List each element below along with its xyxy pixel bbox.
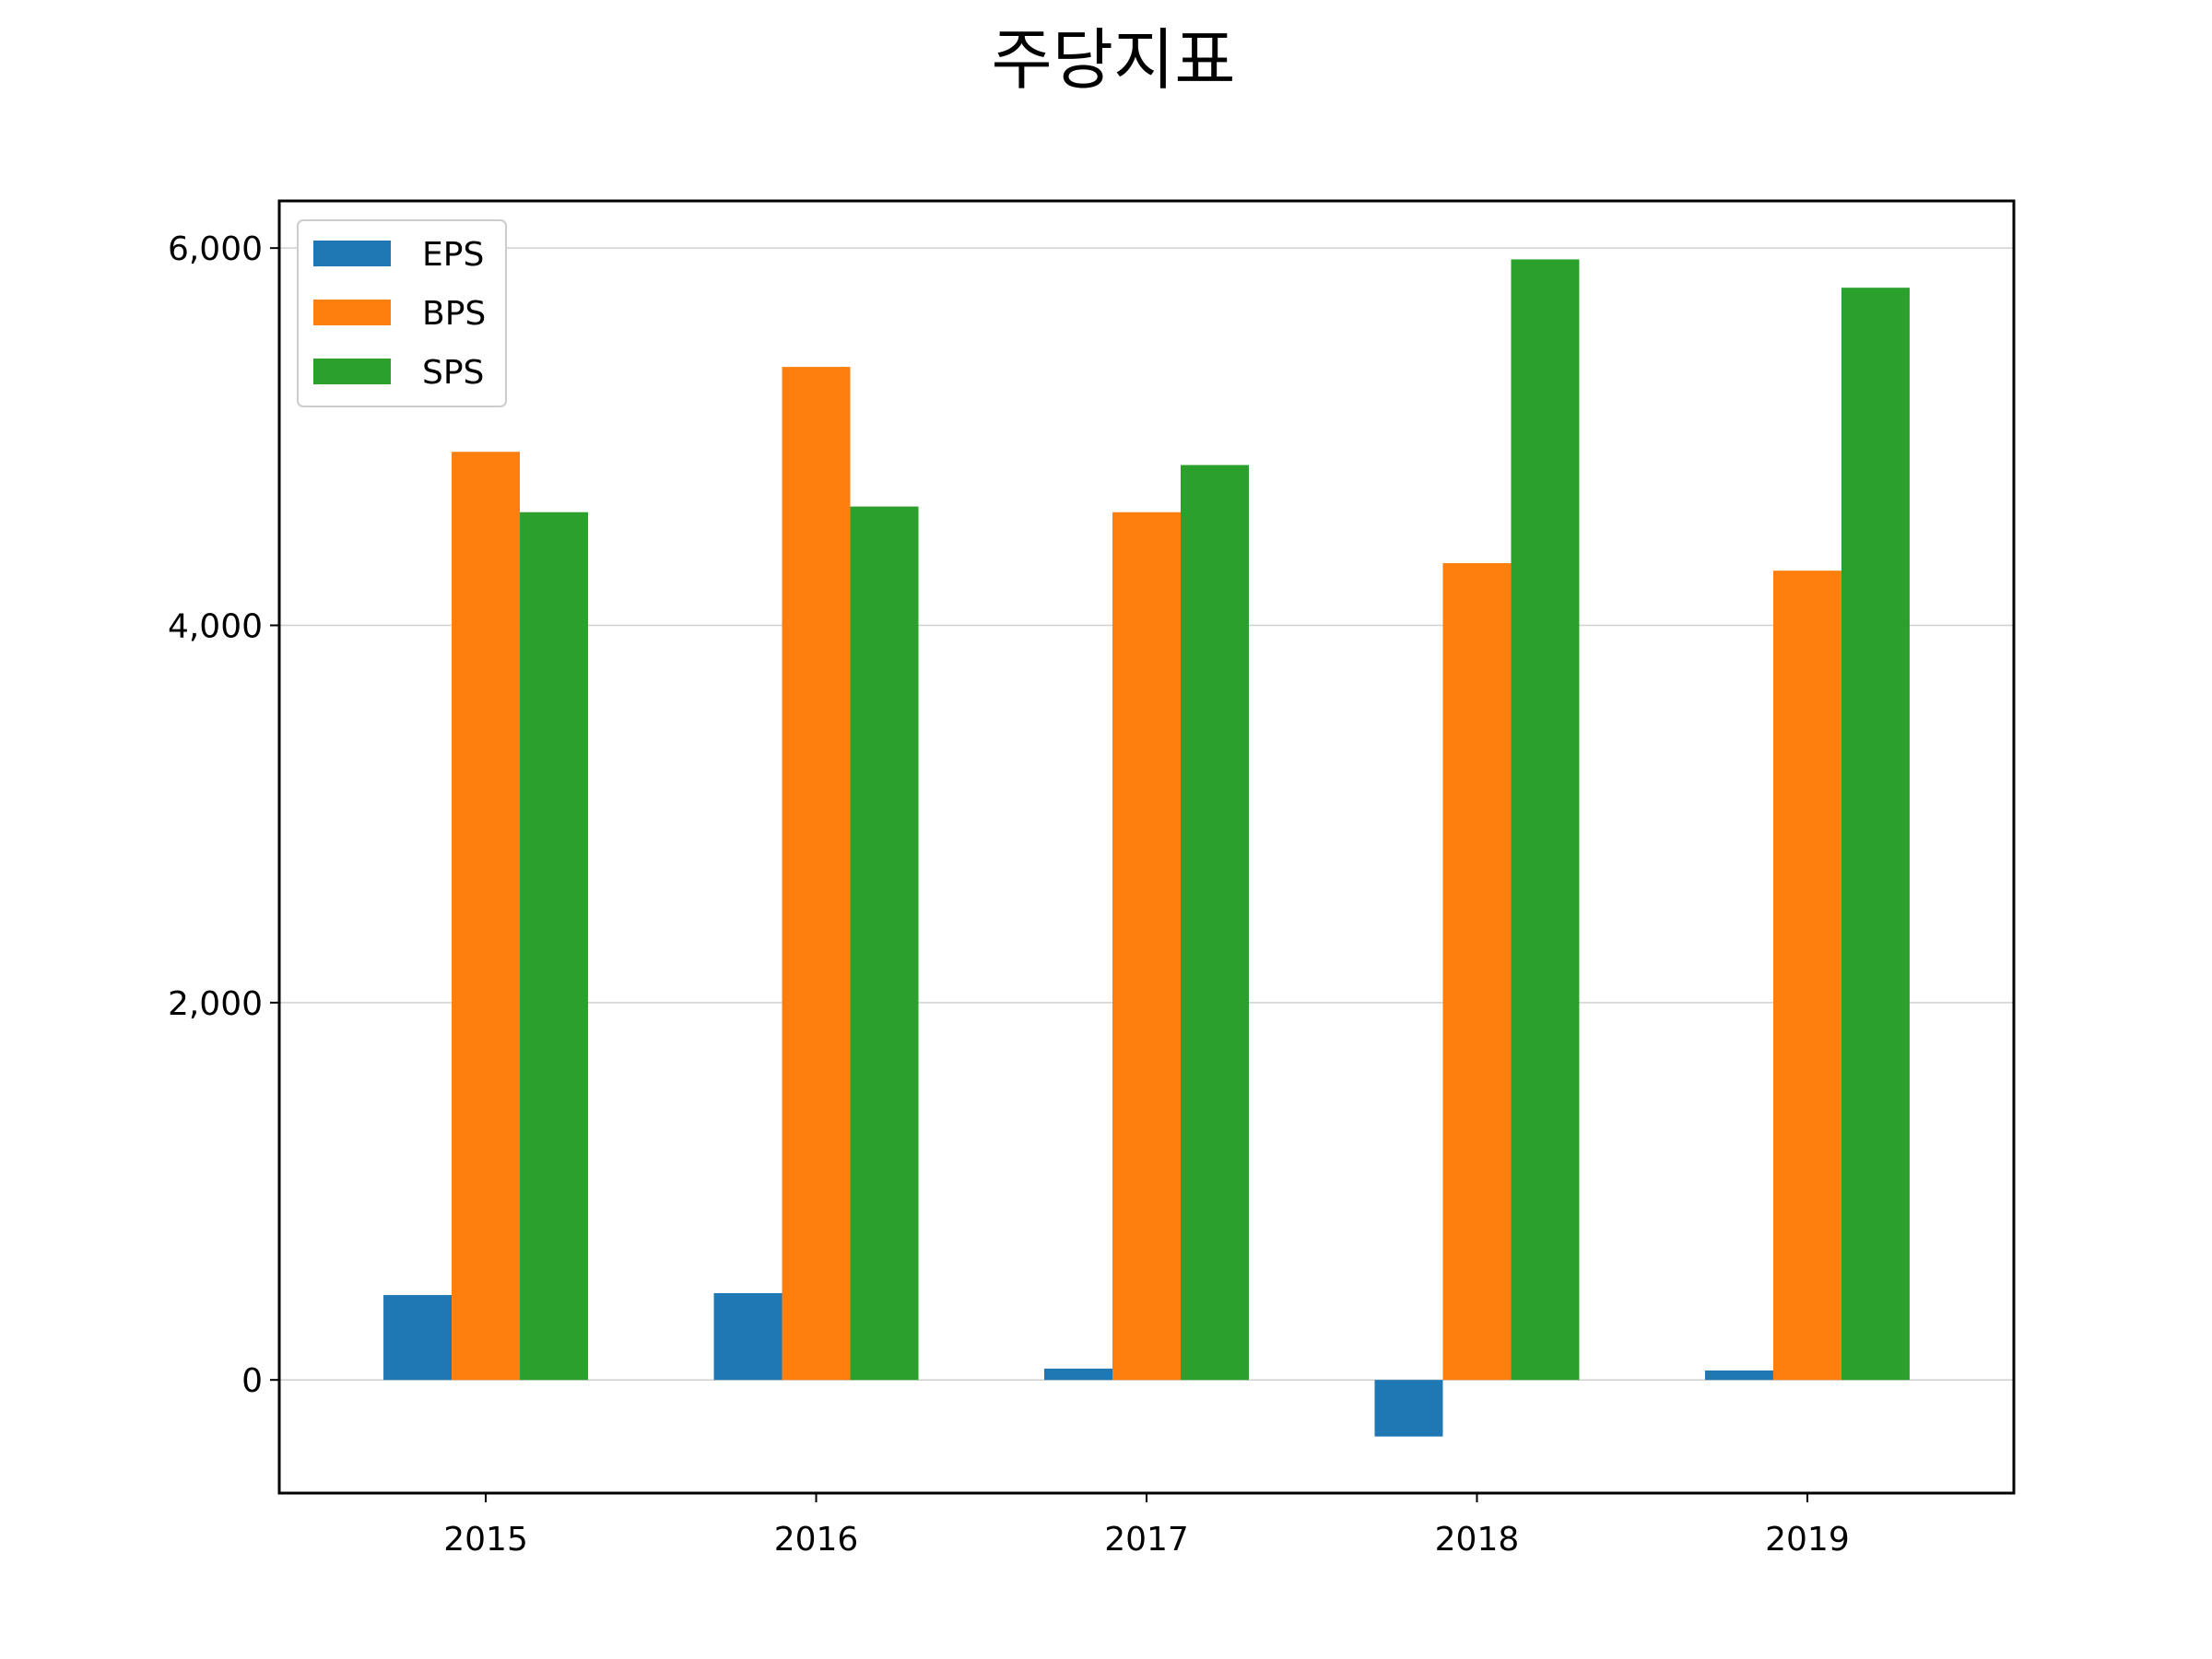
legend-swatch-bps xyxy=(313,300,391,325)
bar-eps-2019 xyxy=(1704,1370,1773,1381)
x-axis: 2015 2016 2017 2018 2019 xyxy=(443,1493,1850,1559)
bar-bps-2017 xyxy=(1112,512,1181,1381)
y-axis: 0 2,000 4,000 6,000 xyxy=(168,230,279,1400)
chart-title: 주당지표 xyxy=(992,21,1236,99)
x-tick-label: 2017 xyxy=(1104,1521,1189,1559)
bar-eps-2018 xyxy=(1374,1380,1443,1437)
bar-eps-2017 xyxy=(1044,1368,1112,1381)
legend-swatch-eps xyxy=(313,241,391,266)
legend-label-bps: BPS xyxy=(422,295,486,333)
bar-bps-2019 xyxy=(1772,571,1841,1381)
legend-label-sps: SPS xyxy=(422,354,484,392)
x-tick-label: 2015 xyxy=(443,1521,528,1559)
bar-eps-2016 xyxy=(713,1293,782,1381)
legend-swatch-sps xyxy=(313,359,391,384)
y-tick-label: 6,000 xyxy=(168,230,263,268)
x-tick-label: 2018 xyxy=(1435,1521,1520,1559)
x-tick-label: 2016 xyxy=(774,1521,859,1559)
bar-sps-2015 xyxy=(520,512,589,1381)
bars xyxy=(383,259,1910,1437)
bar-sps-2016 xyxy=(850,506,919,1381)
bar-bps-2016 xyxy=(782,367,851,1381)
y-tick-label: 0 xyxy=(241,1362,263,1400)
legend-label-eps: EPS xyxy=(422,236,484,274)
y-tick-label: 2,000 xyxy=(168,985,263,1023)
bar-sps-2018 xyxy=(1511,259,1580,1381)
bar-bps-2015 xyxy=(452,452,521,1381)
bar-eps-2015 xyxy=(383,1295,453,1381)
legend: EPS BPS SPS xyxy=(297,219,507,407)
bar-bps-2018 xyxy=(1442,562,1512,1381)
bar-sps-2017 xyxy=(1181,465,1249,1381)
x-tick-label: 2019 xyxy=(1765,1521,1850,1559)
y-tick-label: 4,000 xyxy=(168,608,263,646)
bar-sps-2019 xyxy=(1841,288,1910,1381)
